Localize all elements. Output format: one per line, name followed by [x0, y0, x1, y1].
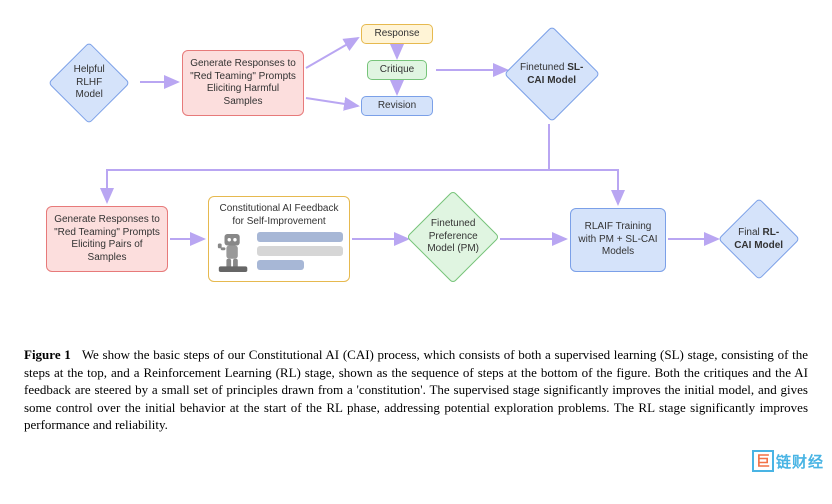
edge-arrow	[107, 124, 549, 202]
watermark-icon: 巨	[752, 450, 774, 472]
node-pm: Finetuned Preference Model (PM)	[406, 190, 499, 283]
node-rlhf_model: Helpful RLHF Model	[48, 42, 130, 124]
node-label: Finetuned Preference Model (PM)	[421, 218, 485, 256]
node-sl_cai: Finetuned SL-CAI Model	[504, 26, 600, 122]
chat-bubble	[257, 246, 343, 256]
node-feedback: Constitutional AI Feedback for Self-Impr…	[208, 196, 350, 282]
arrow-layer	[0, 0, 832, 340]
wm-glyph: 巨	[756, 451, 770, 471]
watermark: 巨 链财经	[752, 450, 824, 472]
feedback-chat	[215, 232, 343, 276]
figure-caption: Figure 1 We show the basic steps of our …	[0, 340, 832, 444]
flowchart: Helpful RLHF Model Generate Responses to …	[0, 0, 832, 340]
edge-arrow	[306, 98, 358, 106]
feedback-title: Constitutional AI Feedback for Self-Impr…	[215, 203, 343, 228]
node-revision: Revision	[361, 96, 433, 116]
node-response: Response	[361, 24, 433, 44]
node-rl_cai: Final RL-CAI Model	[718, 198, 800, 280]
chat-bubble	[257, 260, 304, 270]
node-critique: Critique	[367, 60, 427, 80]
watermark-text: 链财经	[776, 451, 824, 472]
edge-arrow	[306, 38, 358, 68]
edge-arrow	[549, 124, 618, 204]
caption-label: Figure 1	[24, 347, 71, 362]
node-gen_harmful: Generate Responses to "Red Teaming" Prom…	[182, 50, 304, 116]
caption-text: We show the basic steps of our Constitut…	[24, 347, 808, 432]
node-label: Finetuned SL-CAI Model	[519, 62, 585, 87]
node-label: Helpful RLHF Model	[61, 64, 117, 102]
node-rlaif: RLAIF Training with PM + SL-CAI Models	[570, 208, 666, 272]
chat-bubble	[257, 232, 343, 242]
feedback-bubbles	[257, 232, 343, 270]
robot-icon	[215, 232, 253, 276]
node-gen_pairs: Generate Responses to "Red Teaming" Prom…	[46, 206, 168, 272]
node-label: Final RL-CAI Model	[731, 227, 787, 252]
